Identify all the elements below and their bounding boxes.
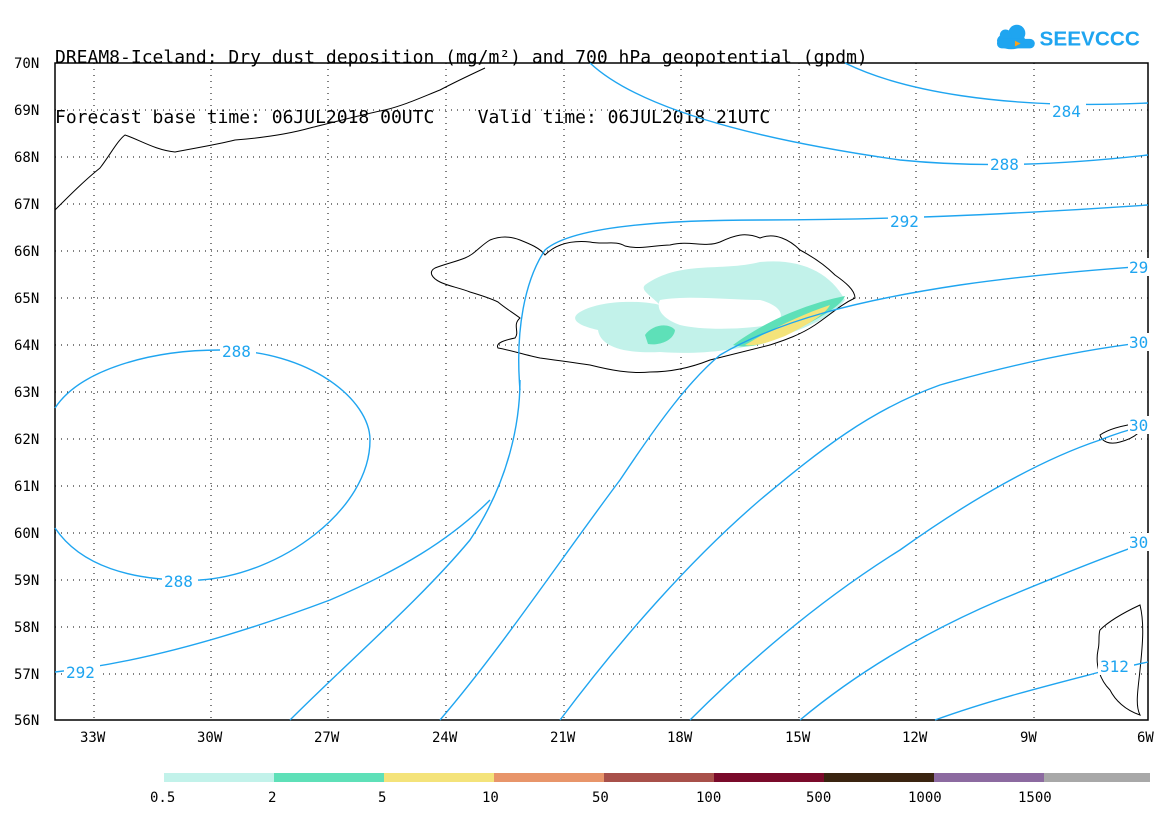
lat-label: 64N xyxy=(14,338,39,354)
legend-swatch xyxy=(824,773,934,782)
contour-292-south xyxy=(289,379,521,721)
contour-label: 284 xyxy=(1052,102,1081,121)
seevccc-logo: SEEVCCC xyxy=(997,24,1140,51)
legend-swatch xyxy=(164,773,274,782)
legend-swatch xyxy=(274,773,384,782)
legend-swatch xyxy=(1044,773,1150,782)
coastlines xyxy=(54,67,1144,716)
contour-label: 288 xyxy=(164,572,193,591)
contour-label: 30 xyxy=(1129,416,1148,435)
contour-292-west xyxy=(54,499,491,673)
lat-label: 60N xyxy=(14,526,39,542)
contour-label: 292 xyxy=(66,663,95,682)
contour-296 xyxy=(439,265,1149,721)
lon-label: 18W xyxy=(667,730,693,746)
greenland-coast xyxy=(54,67,486,211)
lon-label: 15W xyxy=(785,730,811,746)
dust-deposition-field xyxy=(575,261,845,353)
forecast-time-line: Forecast base time: 06JUL2018 00UTC Vali… xyxy=(55,107,771,128)
contour-292-north xyxy=(518,204,1149,391)
lon-label: 24W xyxy=(432,730,458,746)
lat-label: 57N xyxy=(14,667,39,683)
contour-308 xyxy=(799,541,1149,721)
color-legend: 0.5 2 5 10 50 100 500 1000 1500 xyxy=(150,773,1150,806)
lat-label: 68N xyxy=(14,150,39,166)
latitude-labels: 70N 69N 68N 67N 66N 65N 64N 63N 62N 61N … xyxy=(14,56,39,729)
lat-label: 59N xyxy=(14,573,39,589)
lon-label: 27W xyxy=(314,730,340,746)
legend-label: 50 xyxy=(592,790,609,806)
longitude-labels: 33W 30W 27W 24W 21W 18W 15W 12W 9W 6W xyxy=(80,730,1154,746)
lon-label: 21W xyxy=(550,730,576,746)
contour-label: 312 xyxy=(1100,657,1129,676)
legend-label: 0.5 xyxy=(150,790,175,806)
legend-swatch xyxy=(494,773,604,782)
contour-label: 288 xyxy=(990,155,1019,174)
lat-label: 58N xyxy=(14,620,39,636)
legend-swatch xyxy=(714,773,824,782)
lat-label: 62N xyxy=(14,432,39,448)
lat-label: 69N xyxy=(14,103,39,119)
legend-swatch xyxy=(934,773,1044,782)
lon-label: 12W xyxy=(902,730,928,746)
contour-288-north xyxy=(589,62,1149,166)
contour-288-low xyxy=(54,349,371,581)
contour-284 xyxy=(844,62,1149,106)
lat-label: 63N xyxy=(14,385,39,401)
lat-label: 66N xyxy=(14,244,39,260)
contour-label: 30 xyxy=(1129,533,1148,552)
contour-label: 292 xyxy=(890,212,919,231)
legend-label: 10 xyxy=(482,790,499,806)
contour-label: 29 xyxy=(1129,258,1148,277)
legend-label: 1000 xyxy=(908,790,942,806)
lat-label: 65N xyxy=(14,291,39,307)
contour-labels: 284 288 292 29 30 30 30 312 288 288 292 xyxy=(64,102,1150,682)
grid xyxy=(55,63,1148,720)
contour-label: 30 xyxy=(1129,333,1148,352)
dust-5-area xyxy=(745,305,830,346)
logo-text: SEEVCCC xyxy=(1040,28,1140,51)
legend-label: 500 xyxy=(806,790,831,806)
contour-304 xyxy=(689,424,1149,721)
iceland-coast xyxy=(430,234,856,373)
legend-label: 1500 xyxy=(1018,790,1052,806)
dust-gap-area xyxy=(658,297,781,329)
lat-label: 70N xyxy=(14,56,39,72)
lon-label: 9W xyxy=(1020,730,1037,746)
legend-label: 5 xyxy=(378,790,386,806)
legend-label: 2 xyxy=(268,790,276,806)
legend-swatch xyxy=(604,773,714,782)
lat-label: 67N xyxy=(14,197,39,213)
legend-swatch xyxy=(384,773,494,782)
lon-label: 33W xyxy=(80,730,106,746)
lat-label: 56N xyxy=(14,713,39,729)
lat-label: 61N xyxy=(14,479,39,495)
contour-300 xyxy=(559,341,1149,721)
scotland-coast xyxy=(1096,604,1144,716)
cloud-icon xyxy=(997,24,1035,50)
lon-label: 30W xyxy=(197,730,223,746)
lon-label: 6W xyxy=(1137,730,1154,746)
dust-2-area xyxy=(645,325,675,345)
contour-label: 288 xyxy=(222,342,251,361)
legend-label: 100 xyxy=(696,790,721,806)
